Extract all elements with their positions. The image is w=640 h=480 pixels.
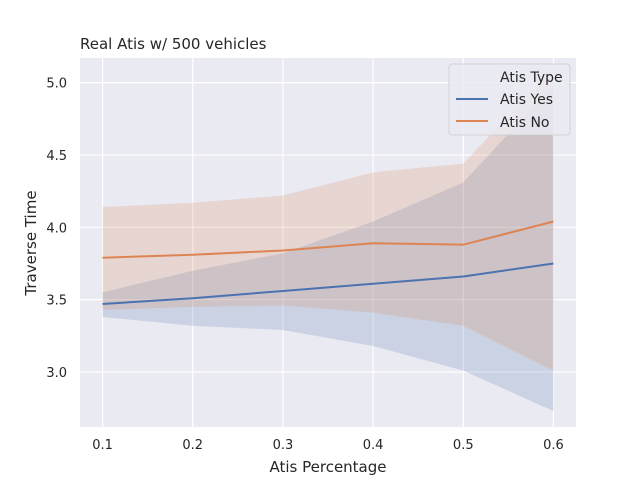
x-axis-label: Atis Percentage xyxy=(269,458,386,476)
chart-title: Real Atis w/ 500 vehicles xyxy=(80,35,267,53)
y-tick-label: 4.0 xyxy=(46,221,67,236)
y-tick-labels: 3.0 3.5 4.0 4.5 5.0 xyxy=(46,77,67,381)
series-lines xyxy=(102,220,554,305)
confidence-bands xyxy=(102,68,554,412)
legend-label-atis-yes: Atis Yes xyxy=(500,92,553,108)
x-tick-label: 0.6 xyxy=(543,438,564,453)
series-line-atis-yes xyxy=(102,262,554,305)
legend: Atis Type Atis Yes Atis No xyxy=(448,63,571,136)
y-axis-label: Traverse Time xyxy=(22,190,40,296)
x-tick-label: 0.1 xyxy=(92,438,113,453)
x-tick-label: 0.2 xyxy=(182,438,203,453)
series-line-atis-no xyxy=(102,220,554,259)
x-tick-labels: 0.1 0.2 0.3 0.4 0.5 0.6 xyxy=(92,438,564,453)
y-tick-label: 4.5 xyxy=(46,149,67,164)
legend-label-atis-no: Atis No xyxy=(500,115,550,131)
y-tick-label: 5.0 xyxy=(46,77,67,92)
x-tick-label: 0.5 xyxy=(453,438,474,453)
y-tick-label: 3.5 xyxy=(46,294,67,309)
legend-title: Atis Type xyxy=(500,70,563,86)
y-tick-label: 3.0 xyxy=(46,366,67,381)
ci-band-atis-yes xyxy=(102,85,554,412)
x-tick-label: 0.4 xyxy=(363,438,384,453)
x-tick-label: 0.3 xyxy=(273,438,294,453)
ci-band-atis-no xyxy=(102,68,554,371)
legend-box xyxy=(448,63,571,136)
